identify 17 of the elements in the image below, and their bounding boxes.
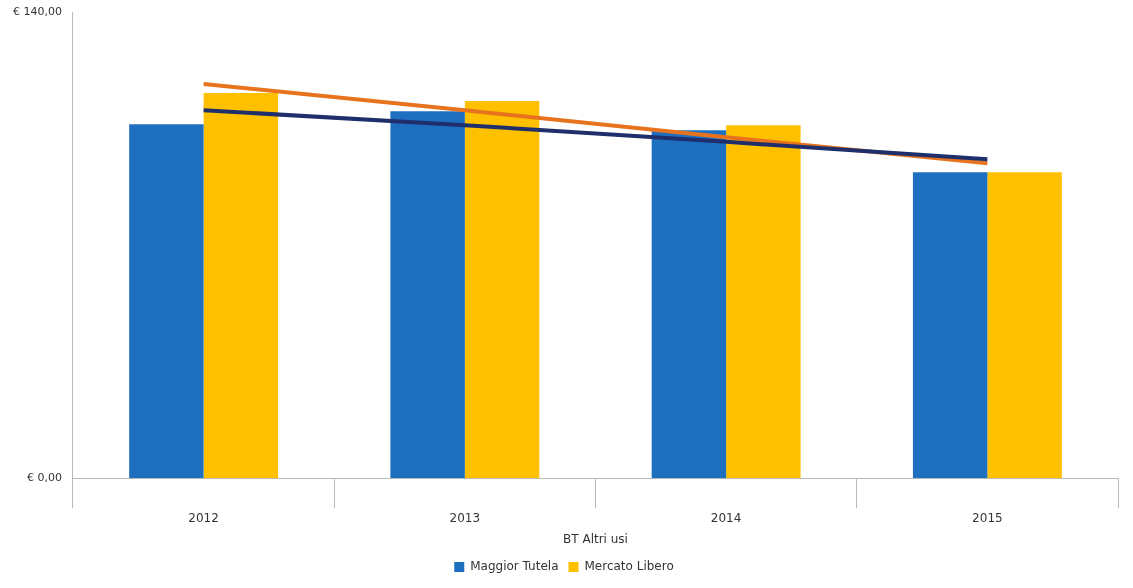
y-tick-label: € 0,00 bbox=[26, 471, 62, 485]
bar bbox=[129, 124, 204, 479]
bar bbox=[912, 172, 988, 479]
x-tick-label: 2014 bbox=[710, 510, 742, 525]
bar bbox=[464, 100, 540, 479]
x-tick-label: 2012 bbox=[188, 510, 219, 525]
bar bbox=[987, 172, 1062, 479]
y-tick-label: € 140,00 bbox=[13, 4, 62, 18]
x-tick-label: 2013 bbox=[449, 510, 481, 525]
bar bbox=[203, 92, 279, 479]
legend-label: Maggior Tutela bbox=[470, 559, 559, 574]
bar bbox=[726, 125, 801, 479]
legend-label: Mercato Libero bbox=[584, 559, 674, 574]
bar bbox=[390, 111, 465, 479]
x-axis-title: BT Altri usi bbox=[563, 531, 628, 546]
x-tick-label: 2015 bbox=[972, 510, 1003, 525]
bar bbox=[651, 130, 727, 479]
